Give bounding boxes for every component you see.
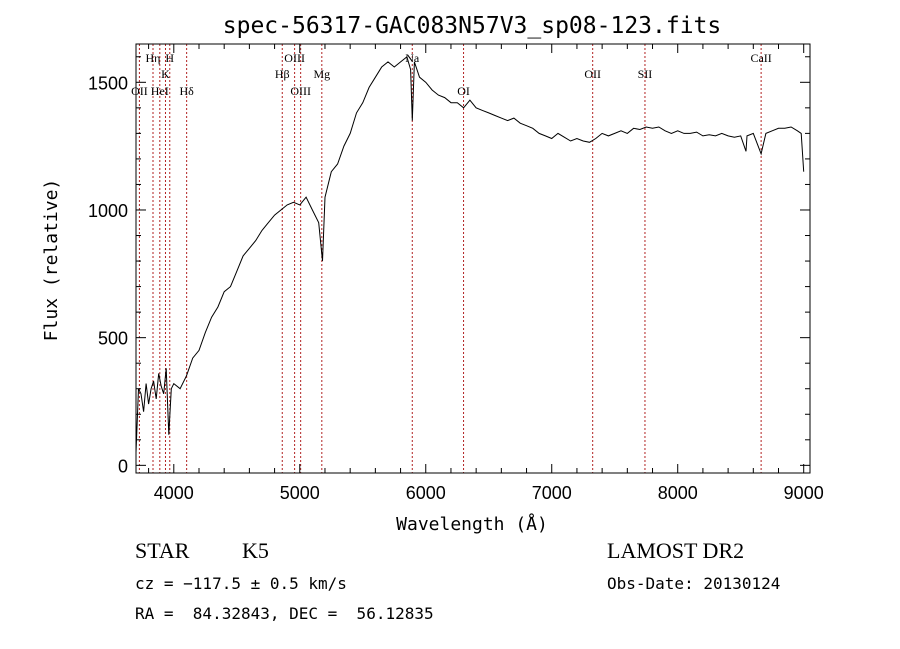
y-tick-label: 1500 bbox=[88, 73, 128, 93]
line-marker-label: Hη bbox=[146, 51, 161, 65]
line-marker-label: OII bbox=[584, 67, 601, 81]
line-marker-label: Hβ bbox=[275, 67, 290, 81]
x-tick-label: 8000 bbox=[658, 483, 698, 503]
object-subclass: K5 bbox=[242, 538, 269, 563]
line-marker-label: Hδ bbox=[179, 84, 194, 98]
x-tick-label: 6000 bbox=[406, 483, 446, 503]
line-marker-label: OI bbox=[457, 84, 470, 98]
chart-title: spec-56317-GAC083N57V3_sp08-123.fits bbox=[223, 13, 722, 39]
y-tick-label: 500 bbox=[98, 329, 128, 349]
line-marker-label: OII bbox=[131, 84, 148, 98]
redshift-text: cz = −117.5 ± 0.5 km/s bbox=[135, 574, 347, 593]
x-tick-label: 7000 bbox=[532, 483, 572, 503]
y-tick-label: 1000 bbox=[88, 201, 128, 221]
plot-frame bbox=[135, 43, 811, 474]
x-axis-label: Wavelength (Å) bbox=[396, 513, 548, 535]
y-axis-label: Flux (relative) bbox=[41, 179, 62, 342]
line-marker-label: OIII bbox=[290, 84, 311, 98]
line-marker-label: OIII bbox=[284, 51, 305, 65]
line-marker-label: SII bbox=[638, 67, 653, 81]
line-marker-label: HeI bbox=[151, 84, 169, 98]
axis-layer: 4000 5000 6000 7000 8000 9000 0 500 1000 1500 bbox=[88, 44, 824, 503]
obs-date-text: Obs-Date: 20130124 bbox=[607, 574, 781, 593]
line-marker-label: K bbox=[161, 67, 170, 81]
line-marker-label: H bbox=[165, 51, 174, 65]
line-marker-label: CaII bbox=[750, 51, 771, 65]
line-marker-label: Mg bbox=[313, 67, 330, 81]
spectrum-line bbox=[135, 55, 805, 453]
y-tick-label: 0 bbox=[118, 456, 128, 476]
x-tick-label: 5000 bbox=[280, 483, 320, 503]
coordinates-text: RA = 84.32843, DEC = 56.12835 bbox=[135, 604, 434, 623]
object-class: STAR bbox=[135, 538, 190, 563]
x-tick-label: 4000 bbox=[154, 483, 194, 503]
survey-name: LAMOST DR2 bbox=[607, 538, 745, 563]
x-tick-label: 9000 bbox=[784, 483, 824, 503]
line-marker-label: Na bbox=[405, 51, 420, 65]
